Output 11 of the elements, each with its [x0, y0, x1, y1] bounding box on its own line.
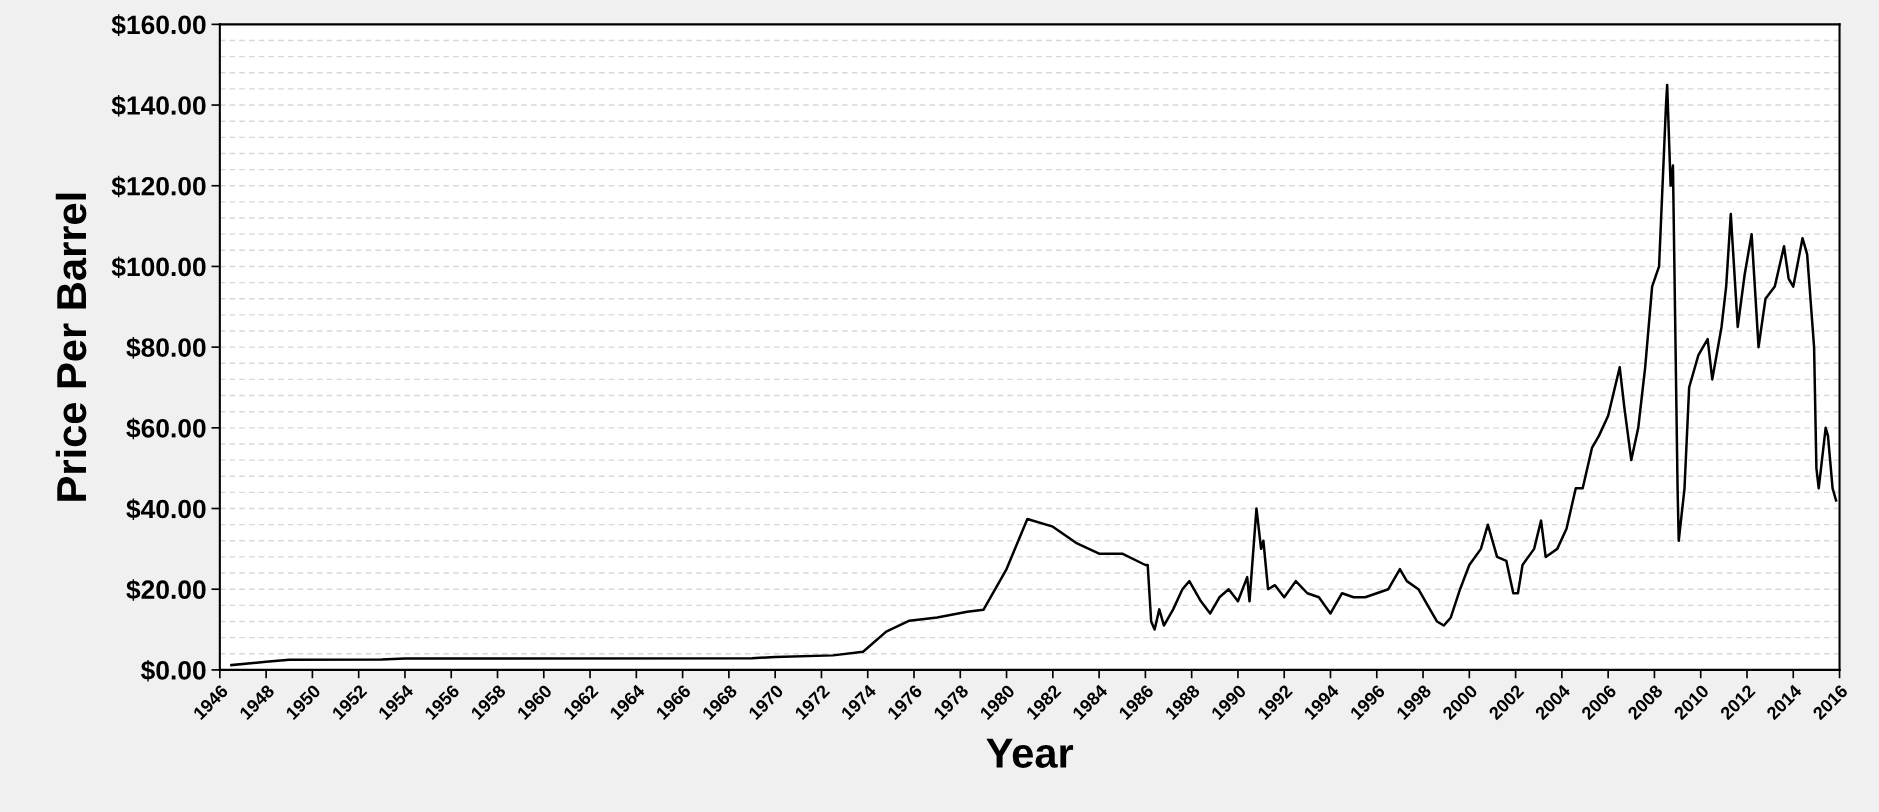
y-tick-label: $40.00 [126, 498, 206, 521]
y-tick-label: $120.00 [111, 175, 206, 198]
y-tick-label: $80.00 [126, 337, 206, 359]
y-tick-label: $20.00 [126, 579, 206, 601]
y-tick-label: $140.00 [111, 95, 206, 117]
y-tick-label: $0.00 [140, 659, 206, 682]
y-tick-label: $60.00 [126, 417, 206, 440]
y-tick-label: $100.00 [111, 256, 206, 278]
y-tick-label: $160.00 [111, 14, 206, 36]
x-axis-title: Year [986, 738, 1074, 768]
y-axis-title: Price Per Barrel [55, 193, 87, 501]
